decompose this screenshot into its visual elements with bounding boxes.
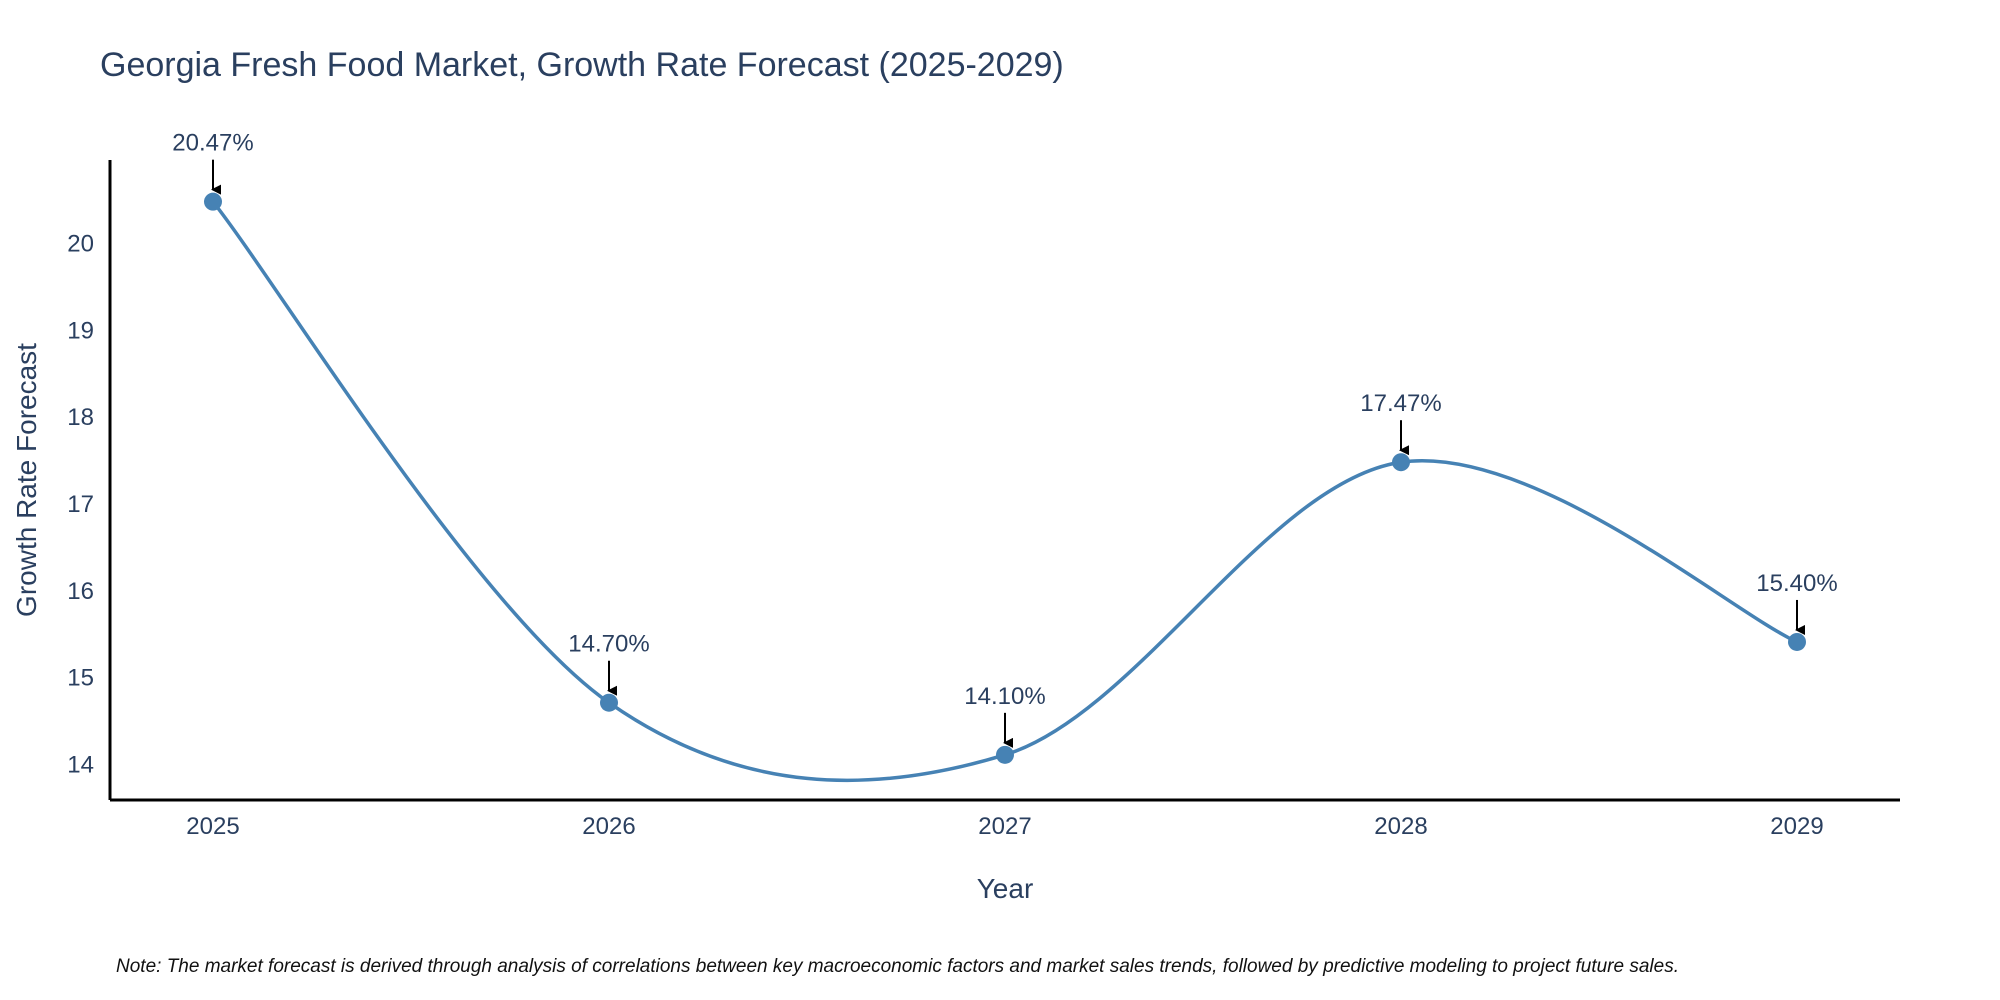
data-point bbox=[1392, 453, 1410, 472]
data-label: 20.47% bbox=[172, 130, 253, 157]
data-point bbox=[996, 745, 1014, 764]
x-tick-label: 2029 bbox=[1770, 813, 1823, 840]
y-tick-label: 16 bbox=[67, 578, 94, 605]
series-line-layer bbox=[204, 192, 1806, 783]
data-label: 17.47% bbox=[1360, 390, 1441, 417]
x-tick-label: 2028 bbox=[1374, 813, 1427, 840]
y-tick-label: 19 bbox=[67, 317, 94, 344]
y-axis-title: Growth Rate Forecast bbox=[11, 343, 42, 617]
chart-title: Georgia Fresh Food Market, Growth Rate F… bbox=[100, 46, 1064, 84]
data-label: 14.70% bbox=[568, 631, 649, 658]
data-point bbox=[1788, 632, 1806, 651]
axes: 14 15 16 17 18 19 20 2025 2026 2027 2028 2029 Year Gr… bbox=[11, 160, 1900, 904]
data-label: 15.40% bbox=[1756, 570, 1837, 597]
y-tick-label: 14 bbox=[67, 752, 94, 779]
chart-note: Note: The market forecast is derived thr… bbox=[116, 956, 1679, 977]
annotations: 20.47% 14.70% 14.10% 17.47% 15.40% bbox=[172, 130, 1838, 748]
data-label: 14.10% bbox=[964, 683, 1045, 710]
x-tick-label: 2025 bbox=[186, 813, 239, 840]
y-tick-label: 15 bbox=[67, 665, 94, 692]
data-point bbox=[204, 192, 222, 211]
x-axis-title: Year bbox=[977, 873, 1034, 904]
x-tick-label: 2027 bbox=[978, 813, 1031, 840]
data-point bbox=[600, 693, 618, 712]
y-tick-label: 18 bbox=[67, 404, 94, 431]
y-tick-label: 17 bbox=[67, 491, 94, 518]
y-tick-label: 20 bbox=[67, 230, 94, 257]
x-tick-label: 2026 bbox=[582, 813, 635, 840]
